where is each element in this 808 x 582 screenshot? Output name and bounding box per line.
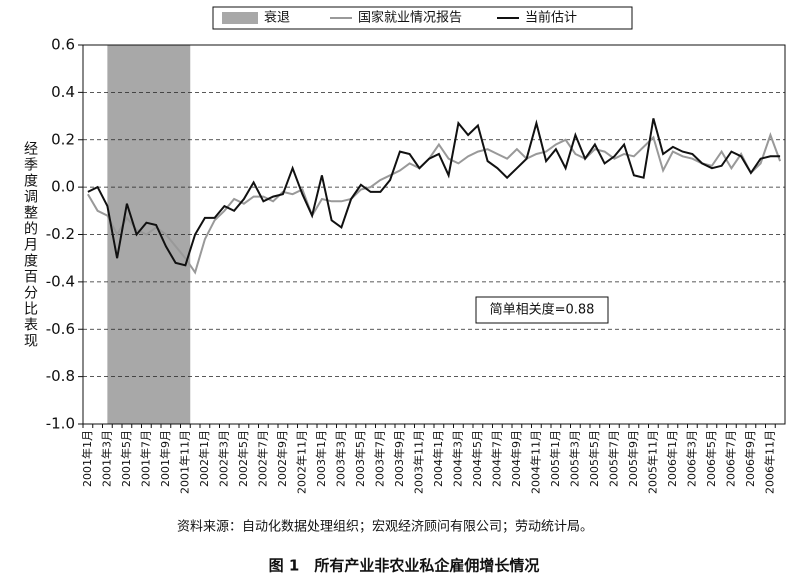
x-tick-label: 2005年9月 (626, 430, 640, 487)
y-tick-label: -1.0 (46, 415, 75, 433)
x-tick-label: 2001年9月 (158, 430, 172, 487)
legend-box (212, 6, 633, 30)
annotation: 简单相关度=0.88 (490, 302, 595, 318)
x-tick-label: 2003年11月 (411, 430, 425, 494)
x-tick-label: 2001年3月 (99, 430, 113, 487)
source: 资料来源：自动化数据处理组织；宏观经济顾问有限公司；劳动统计局。 (177, 519, 593, 535)
y-tick-label: 0.2 (51, 130, 75, 148)
x-tick-label: 2001年1月 (80, 430, 94, 487)
legend-label: 衰退 (264, 10, 290, 26)
x-tick-label: 2002年5月 (236, 430, 250, 487)
x-tick-label: 2005年11月 (645, 430, 659, 494)
chart-title: 图 1 所有产业非农业私企雇佣增长情况 (269, 557, 540, 575)
y-tick-label: 0.0 (51, 178, 75, 196)
y-tick-label: -0.4 (46, 272, 75, 290)
x-tick-label: 2005年1月 (548, 430, 562, 487)
x-tick-label: 2003年5月 (353, 430, 367, 487)
x-tick-label: 2003年7月 (372, 430, 386, 487)
legend-label: 国家就业情况报告 (358, 10, 462, 26)
x-tick-label: 2002年1月 (197, 430, 211, 487)
x-tick-label: 2004年9月 (509, 430, 523, 487)
x-tick-label: 2004年3月 (450, 430, 464, 487)
x-tick-label: 2002年11月 (294, 430, 308, 494)
y-axis-label: 经季度调整的月度百分比表现 (22, 141, 38, 349)
x-tick-label: 2005年5月 (587, 430, 601, 487)
x-tick-label: 2006年11月 (762, 430, 776, 494)
x-tick-label: 2004年11月 (528, 430, 542, 494)
x-tick-label: 2003年3月 (333, 430, 347, 487)
x-tick-label: 2006年7月 (723, 430, 737, 487)
x-tick-label: 2003年1月 (314, 430, 328, 487)
x-tick-label: 2006年1月 (665, 430, 679, 487)
y-tick-label: 0.4 (51, 83, 75, 101)
x-tick-label: 2004年7月 (489, 430, 503, 487)
x-tick-label: 2002年9月 (275, 430, 289, 487)
x-tick-label: 2003年9月 (392, 430, 406, 487)
y-tick-label: -0.6 (46, 320, 75, 338)
legend-label: 当前估计 (525, 10, 577, 26)
series-line (87, 132, 782, 275)
x-tick-label: 2004年1月 (431, 430, 445, 487)
x-tick-label: 2001年5月 (119, 430, 133, 487)
x-tick-label: 2005年7月 (606, 430, 620, 487)
y-tick-label: 0.6 (51, 36, 75, 54)
series-line (87, 118, 781, 267)
x-tick-label: 2001年11月 (177, 430, 191, 494)
x-tick-label: 2002年7月 (255, 430, 269, 487)
legend-swatch (222, 12, 258, 24)
x-tick-label: 2006年3月 (684, 430, 698, 487)
x-tick-label: 2005年3月 (567, 430, 581, 487)
x-tick-label: 2001年7月 (138, 430, 152, 487)
y-tick-label: -0.8 (46, 367, 75, 385)
x-tick-label: 2006年9月 (743, 430, 757, 487)
x-tick-label: 2004年5月 (470, 430, 484, 487)
annotation-box (475, 296, 609, 324)
x-tick-label: 2002年3月 (216, 430, 230, 487)
y-tick-label: -0.2 (46, 225, 75, 243)
x-tick-label: 2006年5月 (704, 430, 718, 487)
